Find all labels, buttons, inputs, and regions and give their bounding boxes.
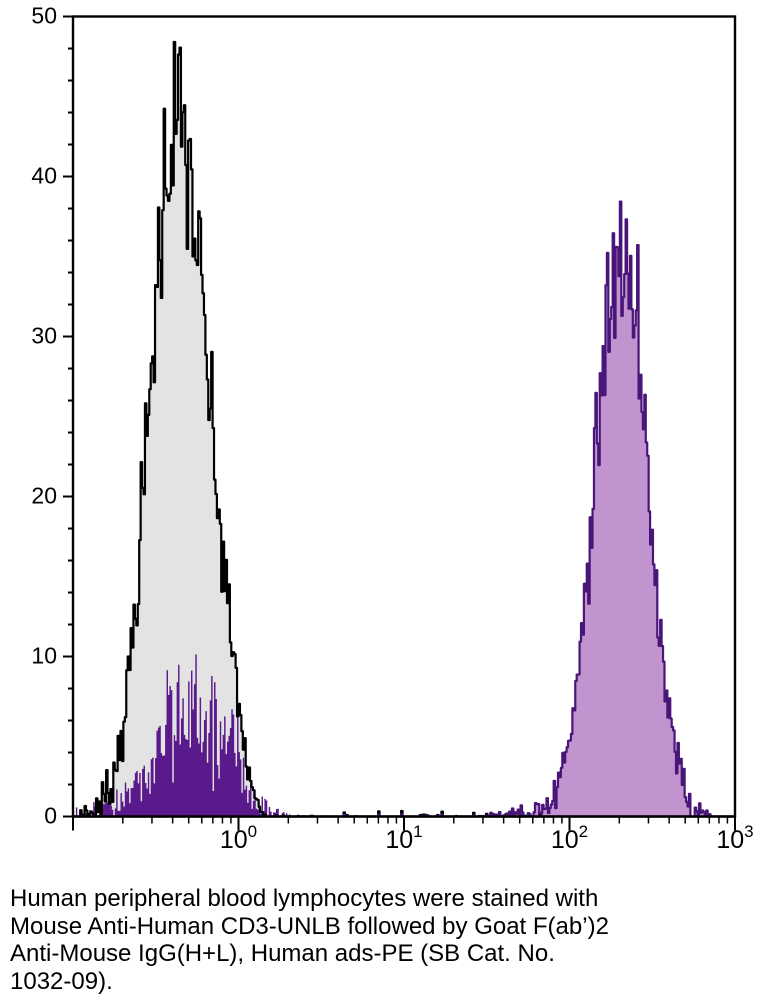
svg-text:100: 100 (220, 822, 257, 854)
svg-text:40: 40 (31, 163, 57, 189)
svg-text:30: 30 (31, 323, 57, 349)
svg-text:103: 103 (716, 822, 753, 854)
svg-text:101: 101 (385, 822, 422, 854)
svg-text:0: 0 (44, 803, 57, 829)
svg-text:102: 102 (551, 822, 588, 854)
svg-text:20: 20 (31, 483, 57, 509)
svg-text:50: 50 (31, 3, 57, 29)
svg-text:10: 10 (31, 643, 57, 669)
